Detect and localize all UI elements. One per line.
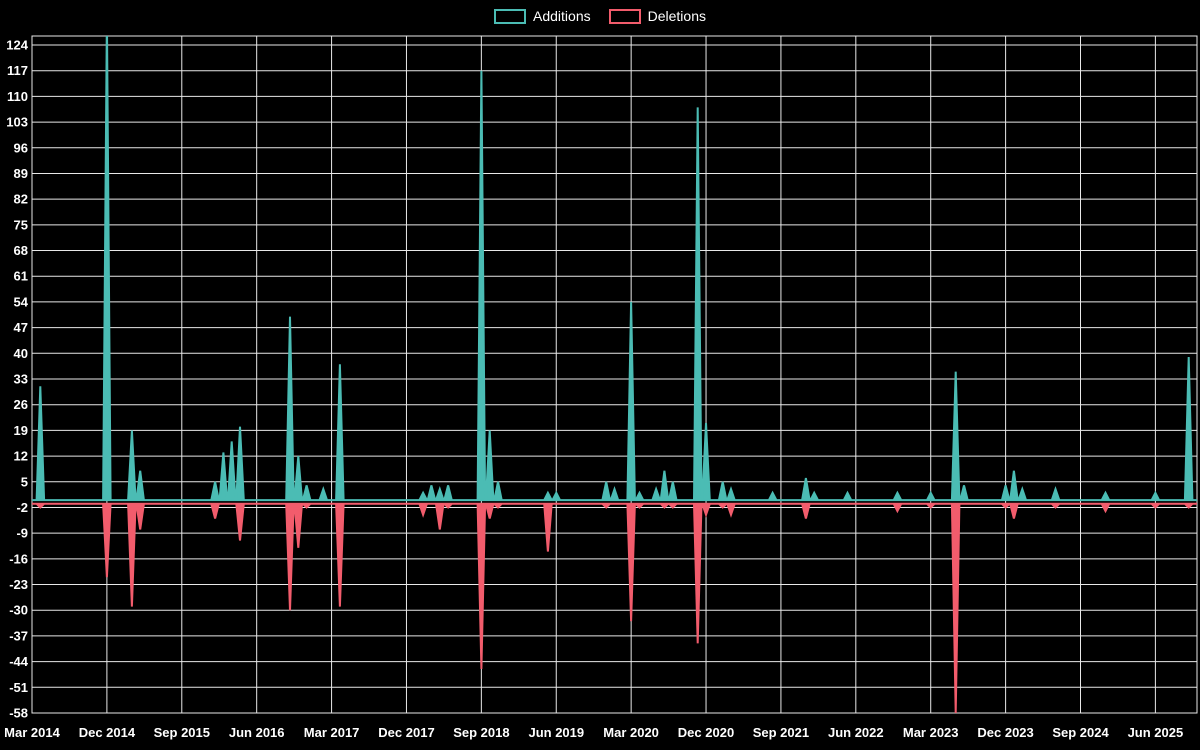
x-tick-label: Jun 2016 [229, 725, 285, 740]
y-tick-label: 103 [6, 115, 28, 130]
y-tick-label: -37 [9, 628, 28, 643]
y-tick-label: 82 [14, 192, 28, 207]
legend-swatch-deletions-icon [608, 8, 641, 24]
y-tick-label: -16 [9, 551, 28, 566]
x-tick-label: Jun 2022 [828, 725, 884, 740]
x-tick-label: Mar 2020 [603, 725, 659, 740]
chart-legend: Additions Deletions [0, 8, 1200, 24]
y-tick-label: 124 [6, 38, 28, 53]
legend-swatch-additions-icon [494, 8, 527, 24]
y-tick-label: 47 [14, 320, 28, 335]
x-tick-label: Jun 2025 [1128, 725, 1184, 740]
y-tick-label: -23 [9, 577, 28, 592]
x-tick-label: Sep 2015 [154, 725, 210, 740]
x-tick-label: Jun 2019 [528, 725, 584, 740]
x-tick-label: Mar 2014 [4, 725, 60, 740]
plot-border [31, 35, 1198, 714]
y-tick-label: 61 [14, 269, 28, 284]
x-tick-label: Dec 2017 [378, 725, 434, 740]
y-tick-label: 5 [21, 474, 28, 489]
x-axis-labels: Mar 2014 Dec 2014 Sep 2015 Jun 2016 Mar 2017… [4, 725, 1183, 740]
y-tick-label: 96 [14, 140, 28, 155]
x-tick-label: Dec 2023 [977, 725, 1033, 740]
x-tick-label: Sep 2018 [453, 725, 509, 740]
legend-item-deletions[interactable]: Deletions [608, 8, 706, 24]
x-tick-label: Dec 2020 [678, 725, 734, 740]
y-tick-label: 12 [14, 449, 28, 464]
y-tick-label: 26 [14, 397, 28, 412]
legend-label-additions: Additions [533, 8, 591, 24]
y-tick-label: 40 [14, 346, 28, 361]
legend-item-additions[interactable]: Additions [494, 8, 591, 24]
series-deletions [32, 502, 1197, 714]
y-tick-label: -2 [16, 500, 28, 515]
y-tick-label: 117 [7, 63, 28, 78]
y-tick-label: 110 [7, 89, 28, 104]
y-tick-label: -9 [16, 526, 28, 541]
x-tick-label: Mar 2023 [903, 725, 959, 740]
y-axis-labels: 124 117 110 103 96 89 82 75 68 61 54 47 40 33 26 19 12 5 -… [6, 38, 28, 721]
y-tick-label: 89 [14, 166, 28, 181]
x-tick-label: Sep 2021 [753, 725, 809, 740]
legend-label-deletions: Deletions [647, 8, 706, 24]
y-tick-label: -51 [9, 680, 28, 695]
x-tick-label: Dec 2014 [79, 725, 136, 740]
y-tick-label: -30 [9, 603, 28, 618]
x-tick-label: Mar 2017 [304, 725, 360, 740]
y-tick-label: 54 [14, 294, 29, 309]
y-tick-label: -44 [9, 654, 29, 669]
x-tick-label: Sep 2024 [1052, 725, 1109, 740]
series-additions [32, 36, 1197, 502]
y-tick-label: -58 [9, 706, 28, 721]
y-tick-label: 68 [14, 243, 28, 258]
y-tick-label: 33 [14, 372, 28, 387]
y-tick-label: 75 [14, 217, 28, 232]
y-tick-label: 19 [14, 423, 28, 438]
grid-lines [31, 36, 1197, 714]
